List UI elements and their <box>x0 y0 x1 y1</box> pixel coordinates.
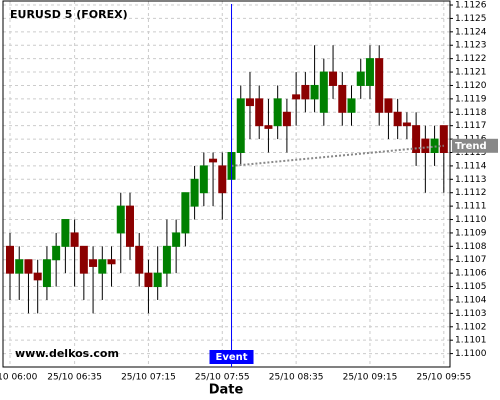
candle-body <box>365 58 374 86</box>
candle-body <box>292 94 301 100</box>
candle-body <box>421 138 430 153</box>
y-tick-label: 1.1123 <box>455 41 487 51</box>
candle-body <box>190 178 199 207</box>
candle-body <box>61 219 70 247</box>
y-tick-label: 1.1107 <box>455 255 487 265</box>
y-tick-label: 1.1125 <box>455 14 487 24</box>
candle-body <box>218 165 227 194</box>
candle-body <box>282 111 291 127</box>
y-tick-label: 1.1100 <box>455 349 487 359</box>
candle-body <box>255 98 264 127</box>
candle-body <box>42 259 51 288</box>
y-tick-label: 1.1122 <box>455 54 487 64</box>
event-label-box <box>209 350 254 364</box>
candle-body <box>89 259 98 267</box>
candle-body <box>439 125 448 153</box>
candle-body <box>6 245 14 274</box>
candle-body <box>116 205 125 234</box>
x-tick-label: 25/10 07:55 <box>195 373 250 383</box>
y-tick-label: 1.1124 <box>455 27 487 37</box>
candle-body <box>402 122 411 127</box>
candle-body <box>319 71 328 113</box>
candle-body <box>209 158 218 163</box>
y-tick-label: 1.1112 <box>455 188 487 198</box>
candle-body <box>79 245 88 274</box>
chart-title: EURUSD 5 (FOREX) <box>10 8 128 21</box>
candle-body <box>153 272 162 288</box>
candle-body <box>33 272 42 281</box>
candle-body <box>172 232 181 247</box>
y-tick-label: 1.1120 <box>455 81 487 91</box>
candle-body <box>98 259 107 274</box>
candle-body <box>347 98 356 113</box>
candle-body <box>199 165 208 194</box>
x-tick-label: 25/10 06:00 <box>0 373 38 383</box>
x-axis-title: Date <box>209 383 244 398</box>
y-tick-label: 1.1114 <box>455 161 487 171</box>
candle-body <box>273 98 282 127</box>
candle-body <box>264 125 273 129</box>
candle-body <box>310 84 319 100</box>
candle-body <box>412 125 421 153</box>
candle-body <box>245 98 254 107</box>
trend-label: Trend <box>455 141 487 152</box>
candle-body <box>107 259 116 265</box>
y-tick-label: 1.1101 <box>455 336 487 346</box>
candle-body <box>135 245 144 274</box>
candle-body <box>15 259 24 274</box>
candle-body <box>181 192 190 234</box>
candle-body <box>329 71 338 86</box>
y-tick-label: 1.1108 <box>455 242 487 252</box>
y-tick-label: 1.1113 <box>455 175 487 185</box>
x-tick-label: 25/10 09:55 <box>416 373 471 383</box>
y-tick-label: 1.1115 <box>455 148 487 158</box>
y-tick-label: 1.1102 <box>455 322 487 332</box>
candle-body <box>236 98 245 153</box>
marks <box>6 45 448 314</box>
candle-body <box>144 272 153 288</box>
candle-body <box>375 58 384 113</box>
watermark: www.delkos.com <box>15 347 119 360</box>
y-tick-label: 1.1117 <box>455 121 487 131</box>
x-tick-label: 25/10 09:15 <box>343 373 398 383</box>
y-tick-label: 1.1103 <box>455 309 487 319</box>
candle-body <box>125 205 134 247</box>
plot-frame <box>2 0 451 368</box>
y-tick-label: 1.1111 <box>455 202 487 212</box>
y-tick-label: 1.1121 <box>455 68 487 78</box>
trend-label-box <box>452 138 498 153</box>
candle-body <box>162 245 171 274</box>
y-tick-label: 1.1110 <box>455 215 487 225</box>
trend-line <box>231 144 444 167</box>
candle-body <box>356 71 365 86</box>
y-tick-label: 1.1118 <box>455 108 487 118</box>
y-tick-label: 1.1105 <box>455 282 487 292</box>
event-label: Event <box>216 352 248 363</box>
candle-body <box>384 98 393 113</box>
candle-body <box>393 111 402 127</box>
x-tick-label: 25/10 08:35 <box>269 373 324 383</box>
y-tick-label: 1.1126 <box>455 1 487 11</box>
y-tick-label: 1.1106 <box>455 269 487 279</box>
x-tick-label: 25/10 06:35 <box>47 373 102 383</box>
candle-body <box>24 259 33 274</box>
candle-body <box>301 84 310 100</box>
y-tick-label: 1.1119 <box>455 94 487 104</box>
y-tick-label: 1.1109 <box>455 228 487 238</box>
candle-body <box>338 84 347 113</box>
candle-body <box>70 232 79 247</box>
y-tick-label: 1.1104 <box>455 295 487 305</box>
candle-body <box>52 245 61 261</box>
x-tick-label: 25/10 07:15 <box>121 373 176 383</box>
